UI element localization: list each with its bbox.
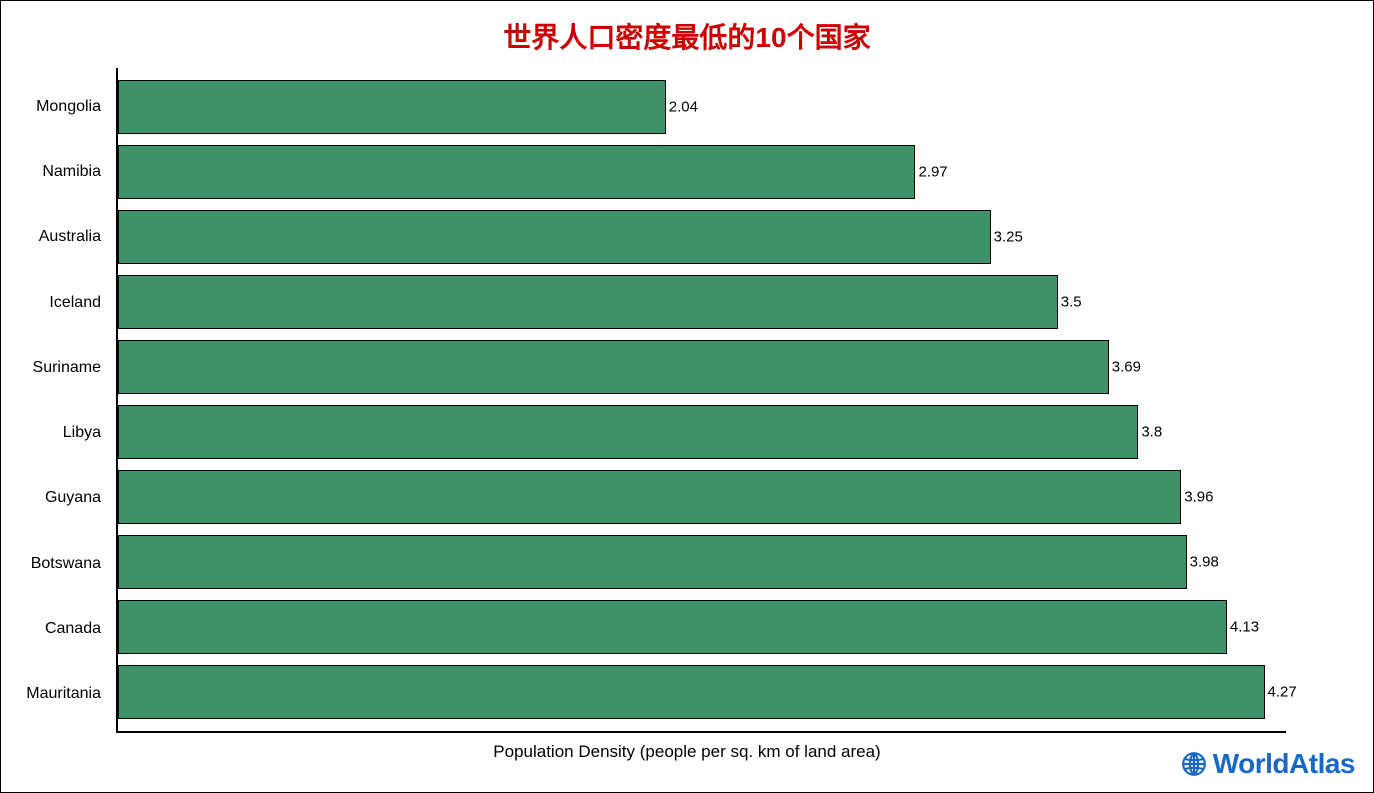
bar: 3.96 (118, 470, 1181, 524)
bar-value-label: 2.97 (918, 163, 947, 180)
y-axis-label: Australia (1, 210, 109, 264)
bar-value-label: 2.04 (669, 98, 698, 115)
bar-value-label: 3.98 (1190, 554, 1219, 571)
bar-value-label: 3.69 (1112, 358, 1141, 375)
bar-row: 3.69 (118, 340, 1286, 394)
y-axis-label: Botswana (1, 537, 109, 591)
bar-row: 4.13 (118, 600, 1286, 654)
x-axis-label: Population Density (people per sq. km of… (493, 742, 880, 762)
bar-row: 3.5 (118, 275, 1286, 329)
bar-row: 3.8 (118, 405, 1286, 459)
bar: 2.04 (118, 80, 666, 134)
bar-row: 2.04 (118, 80, 1286, 134)
bar: 3.98 (118, 535, 1187, 589)
y-axis-labels: Mongolia Namibia Australia Iceland Suriname L… (1, 68, 109, 733)
bar-row: 2.97 (118, 145, 1286, 199)
chart-title: 世界人口密度最低的10个国家 (1, 1, 1373, 61)
bar-value-label: 4.27 (1268, 684, 1297, 701)
globe-icon (1181, 751, 1207, 777)
bar-row: 3.98 (118, 535, 1286, 589)
y-axis-label: Namibia (1, 145, 109, 199)
bar: 4.13 (118, 600, 1227, 654)
bar-value-label: 3.5 (1061, 293, 1082, 310)
bar-value-label: 3.8 (1141, 424, 1162, 441)
brand-logo: WorldAtlas (1181, 748, 1355, 780)
y-axis-label: Guyana (1, 471, 109, 525)
bar-row: 3.25 (118, 210, 1286, 264)
bar: 4.27 (118, 665, 1265, 719)
bar-row: 3.96 (118, 470, 1286, 524)
bar: 2.97 (118, 145, 915, 199)
y-axis-label: Suriname (1, 341, 109, 395)
bar: 3.8 (118, 405, 1138, 459)
bar: 3.5 (118, 275, 1058, 329)
brand-name: WorldAtlas (1213, 748, 1355, 780)
bar-row: 4.27 (118, 665, 1286, 719)
y-axis-label: Iceland (1, 276, 109, 330)
chart-plot-area: 2.04 2.97 3.25 3.5 3.69 3.8 3.96 3.98 4.13 4.27 (116, 68, 1286, 733)
y-axis-label: Canada (1, 602, 109, 656)
y-axis-label: Mongolia (1, 80, 109, 134)
bars-container: 2.04 2.97 3.25 3.5 3.69 3.8 3.96 3.98 4.13 4.27 (118, 68, 1286, 731)
bar-value-label: 3.96 (1184, 489, 1213, 506)
bar-value-label: 3.25 (994, 228, 1023, 245)
bar: 3.69 (118, 340, 1109, 394)
bar-value-label: 4.13 (1230, 619, 1259, 636)
bar: 3.25 (118, 210, 991, 264)
y-axis-label: Mauritania (1, 667, 109, 721)
y-axis-label: Libya (1, 406, 109, 460)
